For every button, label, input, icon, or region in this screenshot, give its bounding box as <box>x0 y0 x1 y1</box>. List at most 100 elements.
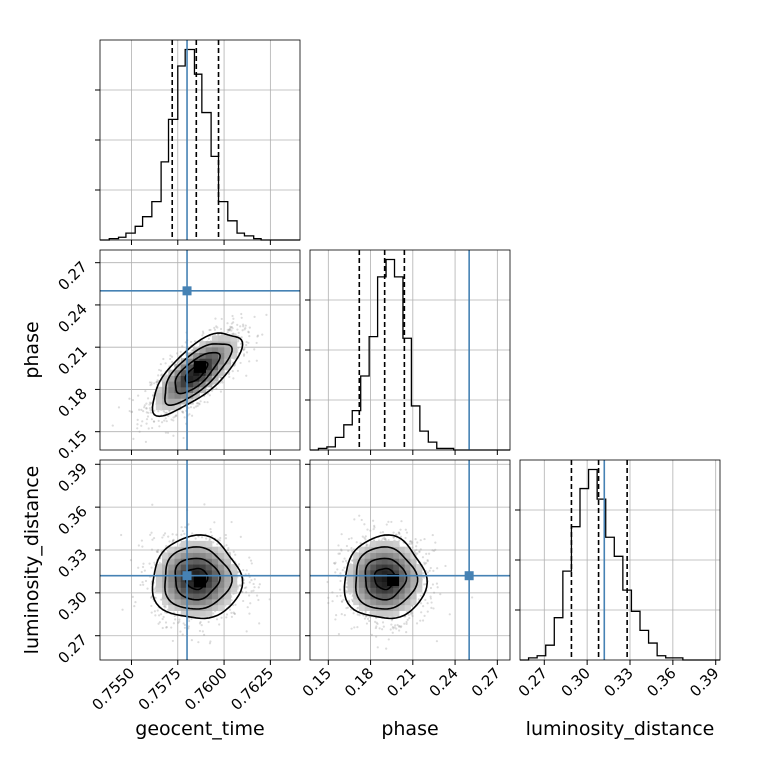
sample-point <box>436 583 438 585</box>
sample-point <box>182 437 184 439</box>
sample-point <box>191 639 193 641</box>
sample-point <box>259 583 261 585</box>
sample-point <box>385 648 387 650</box>
density-cell <box>168 547 175 553</box>
sample-point <box>157 410 159 412</box>
sample-point <box>184 416 186 418</box>
sample-point <box>347 550 349 552</box>
sample-point <box>225 616 227 618</box>
sample-point <box>133 605 135 607</box>
sample-point <box>204 401 206 403</box>
sample-point <box>148 403 150 405</box>
sample-point <box>150 411 152 413</box>
density-cell <box>218 587 225 593</box>
density-cell <box>224 335 231 341</box>
sample-point <box>146 411 148 413</box>
sample-point <box>151 611 153 613</box>
sample-point <box>246 630 248 632</box>
sample-point <box>162 358 164 360</box>
sample-point <box>166 420 168 422</box>
density-cell <box>382 593 388 599</box>
sample-point <box>245 344 247 346</box>
sample-point <box>374 621 376 623</box>
sample-point <box>243 355 245 357</box>
sample-point <box>203 503 205 505</box>
sample-point <box>227 331 229 333</box>
sample-point <box>161 421 163 423</box>
sample-point <box>153 382 155 384</box>
sample-point <box>148 563 150 565</box>
sample-point <box>382 621 384 623</box>
density-cell <box>353 599 359 605</box>
sample-point <box>247 606 249 608</box>
sample-point <box>165 626 167 628</box>
sample-point <box>167 432 169 434</box>
sample-point <box>241 317 243 319</box>
sample-point <box>249 581 251 583</box>
sample-point <box>346 545 348 547</box>
sample-point <box>256 335 258 337</box>
sample-point <box>195 405 197 407</box>
sample-point <box>392 626 394 628</box>
sample-point <box>343 567 345 569</box>
density-cell <box>199 552 206 558</box>
sample-point <box>430 567 432 569</box>
sample-point <box>142 563 144 565</box>
sample-point <box>149 401 151 403</box>
density-cell <box>388 610 394 616</box>
sample-point <box>159 621 161 623</box>
sample-point <box>326 581 328 583</box>
sample-point <box>228 376 230 378</box>
sample-point <box>428 553 430 555</box>
sample-point <box>144 404 146 406</box>
sample-point <box>425 553 427 555</box>
scatter-body-0-2 <box>100 460 300 660</box>
sample-point <box>356 626 358 628</box>
density-cell <box>393 610 399 616</box>
sample-point <box>353 612 355 614</box>
sample-point <box>238 332 240 334</box>
sample-point <box>339 589 341 591</box>
sample-point <box>422 556 424 558</box>
sample-point <box>130 411 132 413</box>
density-cell <box>212 576 219 582</box>
sample-point <box>253 316 255 318</box>
sample-point <box>162 618 164 620</box>
density-cell <box>199 541 206 547</box>
sample-point <box>158 420 160 422</box>
sample-point <box>166 412 168 414</box>
sample-point <box>250 579 252 581</box>
sample-point <box>382 531 384 533</box>
sample-point <box>178 618 180 620</box>
sample-point <box>141 571 143 573</box>
sample-point <box>400 520 402 522</box>
sample-point <box>425 562 427 564</box>
density-cell <box>212 605 219 611</box>
sample-point <box>423 538 425 540</box>
sample-point <box>236 324 238 326</box>
sample-point <box>213 521 215 523</box>
sample-point <box>151 567 153 569</box>
density-cell <box>399 593 405 599</box>
scatter-panel-geocent_time-luminosity_distance <box>100 460 300 660</box>
sample-point <box>400 626 402 628</box>
sample-point <box>202 330 204 332</box>
sample-point <box>432 534 434 536</box>
sample-point <box>420 548 422 550</box>
sample-point <box>178 361 180 363</box>
sample-point <box>142 584 144 586</box>
sample-point <box>242 600 244 602</box>
density-cell <box>187 552 194 558</box>
sample-point <box>112 424 114 426</box>
sample-point <box>391 619 393 621</box>
density-cell <box>231 587 238 593</box>
sample-point <box>171 361 173 363</box>
sample-point <box>142 566 144 568</box>
sample-point <box>140 409 142 411</box>
sample-point <box>254 578 256 580</box>
sample-point <box>197 641 199 643</box>
sample-point <box>206 401 208 403</box>
density-cell <box>399 558 405 564</box>
density-cell <box>224 347 231 353</box>
sample-point <box>424 599 426 601</box>
